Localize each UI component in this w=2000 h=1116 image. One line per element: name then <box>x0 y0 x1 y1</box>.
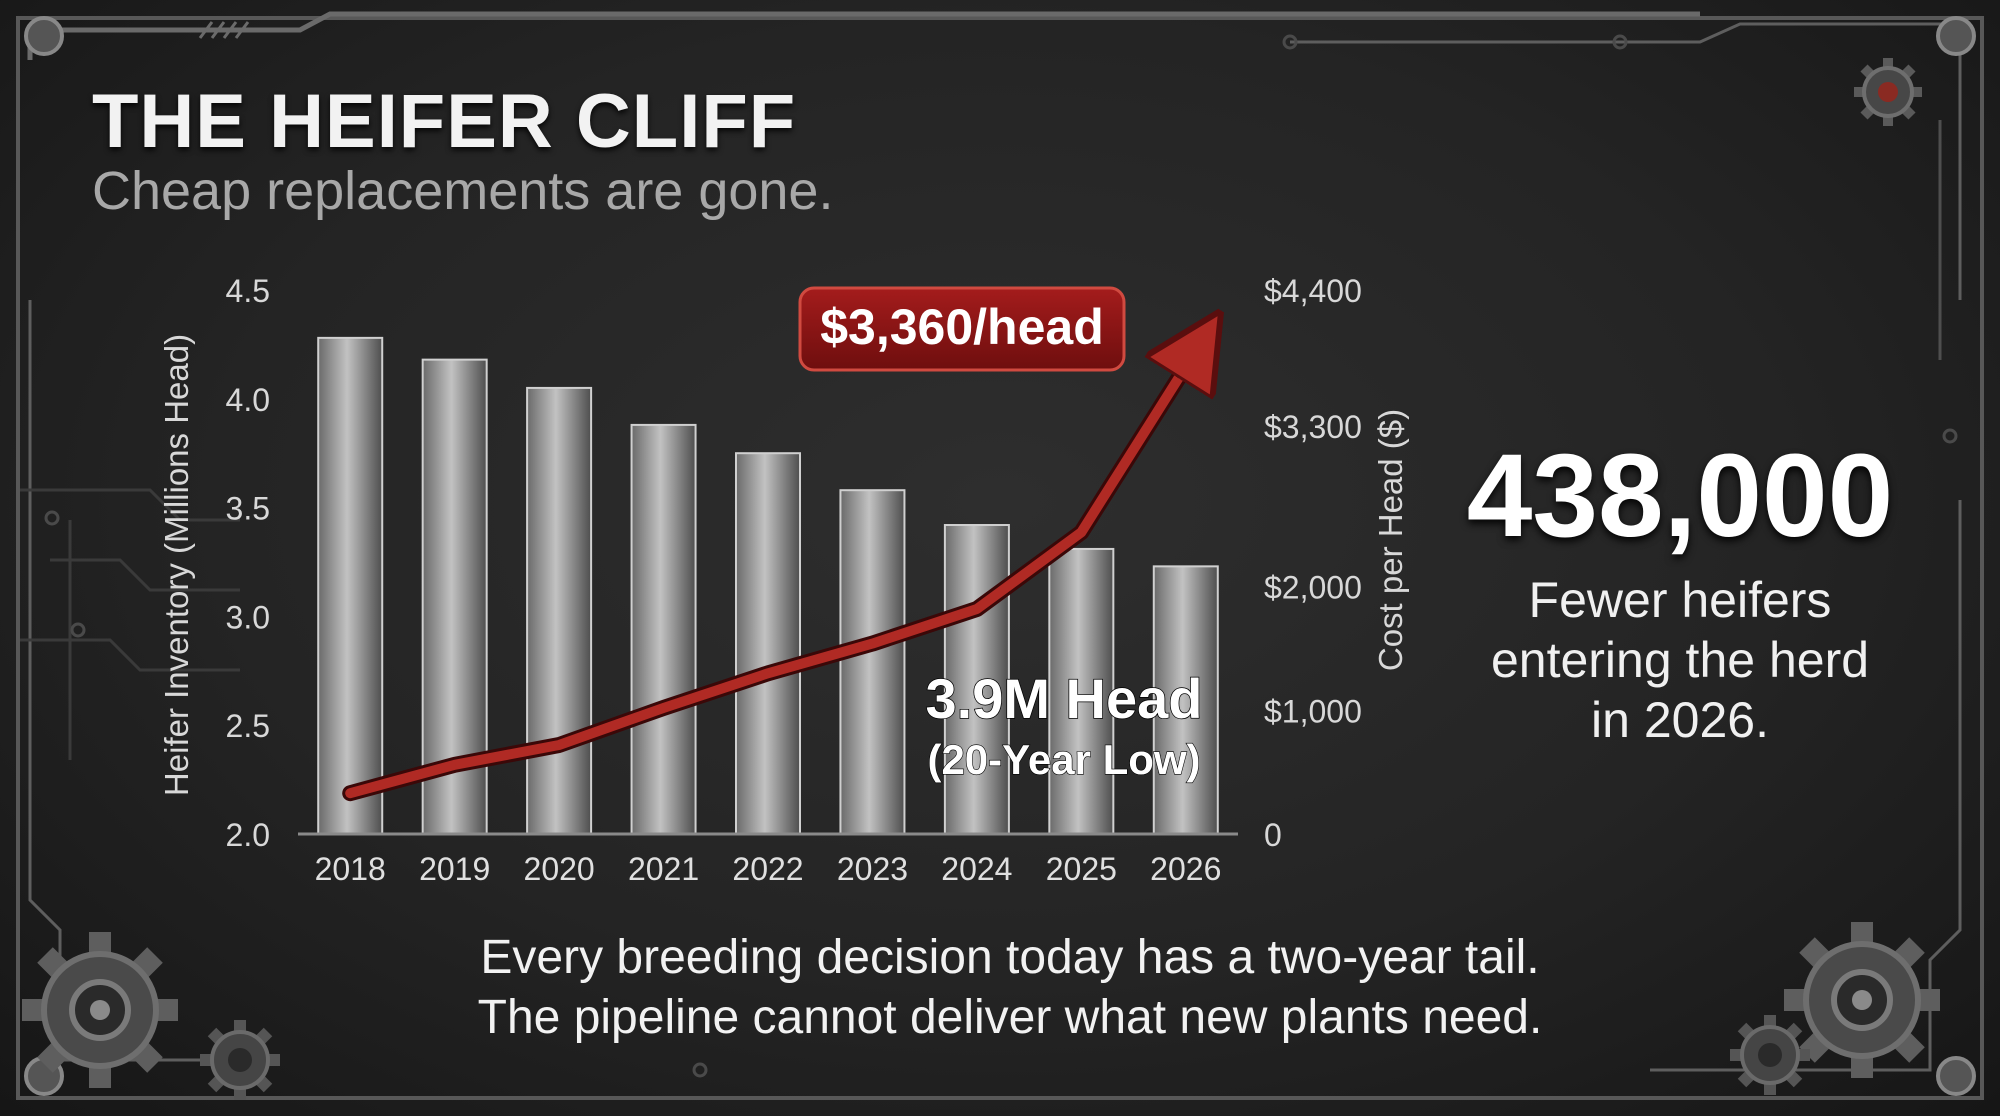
x-tick-label: 2023 <box>837 851 908 887</box>
footer-line: The pipeline cannot deliver what new pla… <box>477 991 1543 1044</box>
bar-2022 <box>735 452 801 835</box>
price-callout: $3,360/head <box>798 286 1126 372</box>
cost-point-2025 <box>1080 531 1083 534</box>
y-tick-label: 4.0 <box>226 382 270 418</box>
y-axis-label: Heifer Inventory (Millions Head) <box>158 334 195 796</box>
price-callout-text: $3,360/head <box>820 299 1104 355</box>
x-tick-label: 2026 <box>1150 851 1221 887</box>
cost-point-2022 <box>767 672 769 675</box>
y2-tick-label: $3,300 <box>1264 409 1362 445</box>
cost-point-2026 <box>1198 343 1201 346</box>
x-tick-label: 2018 <box>315 851 386 887</box>
stat-number: 438,000 <box>1466 430 1894 562</box>
bar-2023 <box>839 489 906 835</box>
stat-caption-line: in 2026. <box>1591 692 1769 748</box>
bar-2026 <box>1152 565 1219 835</box>
x-tick-label: 2021 <box>628 851 699 887</box>
y2-tick-label: $1,000 <box>1264 693 1362 729</box>
cost-point-2019 <box>453 763 456 766</box>
rivet-icon <box>24 16 1976 1096</box>
gear-icon <box>1854 58 1922 126</box>
cost-point-2018 <box>349 792 352 795</box>
bar-2020 <box>526 386 593 835</box>
gear-icon <box>1784 922 1940 1078</box>
y-tick-label: 3.0 <box>226 599 270 635</box>
y-tick-label: 2.0 <box>226 817 270 853</box>
y-tick-label: 4.5 <box>226 273 270 309</box>
x-tick-label: 2020 <box>524 851 595 887</box>
bar-2018 <box>317 336 384 835</box>
page-title: THE HEIFER CLIFF <box>92 79 797 164</box>
bar-2021 <box>630 423 697 835</box>
footer-text: Every breeding decision today has a two-… <box>300 928 1720 1048</box>
x-tick-label: 2024 <box>941 851 1012 887</box>
y-tick-label: 2.5 <box>226 708 270 744</box>
cost-point-2021 <box>662 706 665 709</box>
gear-icon <box>22 932 178 1088</box>
x-tick-label: 2019 <box>419 851 490 887</box>
gear-icon <box>200 1020 280 1100</box>
footer-line: Every breeding decision today has a two-… <box>480 931 1540 984</box>
cost-point-2023 <box>871 642 874 645</box>
y2-tick-label: $4,400 <box>1264 273 1362 309</box>
cost-point-2020 <box>558 743 561 746</box>
low-label: 3.9M Head <box>926 667 1203 730</box>
low-sublabel: (20-Year Low) <box>927 736 1200 783</box>
y2-axis-label: Cost per Head ($) <box>1372 409 1409 671</box>
x-tick-label: 2022 <box>732 851 803 887</box>
x-tick-label: 2025 <box>1046 851 1117 887</box>
y2-tick-label: 0 <box>1264 817 1282 853</box>
stat-caption: Fewer heifers entering the herd in 2026. <box>1440 570 1920 750</box>
stat-caption-line: entering the herd <box>1490 632 1870 688</box>
stat-caption-line: Fewer heifers <box>1528 572 1832 628</box>
page-subtitle: Cheap replacements are gone. <box>92 161 834 221</box>
gear-icon <box>1730 1015 1810 1095</box>
y-tick-label: 3.5 <box>226 491 270 527</box>
y2-tick-label: $2,000 <box>1264 570 1362 606</box>
cost-point-2024 <box>975 607 978 610</box>
